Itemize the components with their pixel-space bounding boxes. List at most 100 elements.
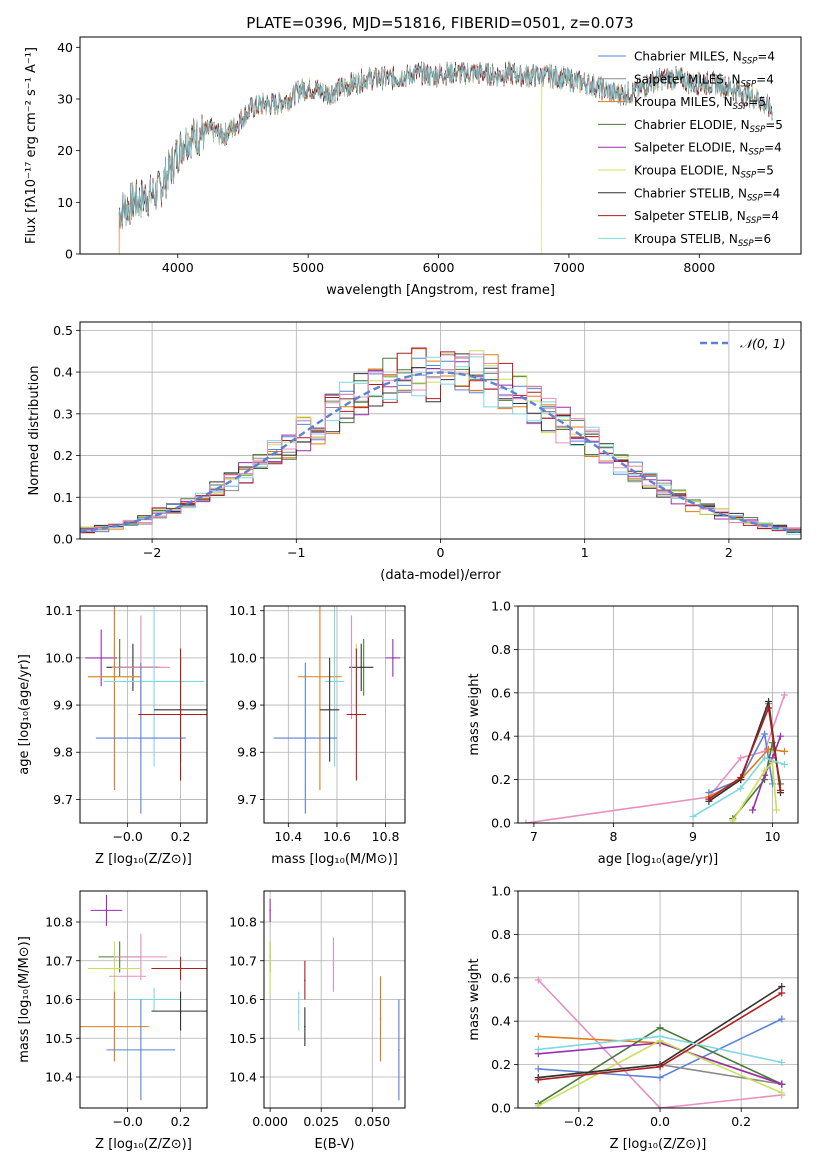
y-tick-label: 0.0 xyxy=(491,1101,511,1116)
mw-plus-marker xyxy=(656,1032,664,1040)
y-axis-label: Flux [fλ10⁻¹⁷ erg cm⁻² s⁻¹ A⁻¹] xyxy=(24,47,39,244)
errorbar-point-1 xyxy=(118,639,121,677)
legend-subscript: SSP xyxy=(741,171,757,181)
plot-area xyxy=(118,60,773,254)
legend-prefix: Kroupa STELIB, N xyxy=(634,232,738,246)
y-tick-label: 0.2 xyxy=(491,1057,511,1072)
legend-entry: Salpeter STELIB, NSSP=4 xyxy=(634,209,779,226)
mw-plus-marker xyxy=(689,812,697,820)
point-marker xyxy=(269,909,271,912)
mw-plus-marker xyxy=(737,773,745,781)
axes-mass-vs-Z: −0.0 0.2 10.4 10.5 10.6 10.7 10.8 Z [log₁₀(Z/Z⊙… xyxy=(17,890,208,1152)
x-tick-label: 10 xyxy=(765,829,781,844)
mw-plus-marker xyxy=(778,1015,786,1023)
y-tick-label: 1.0 xyxy=(491,884,511,899)
legend-prefix: Chabrier STELIB, N xyxy=(634,186,747,200)
x-tick-label: 2 xyxy=(725,545,733,560)
y-axis-label: mass weight xyxy=(467,673,482,755)
mw-plus-marker xyxy=(729,817,737,823)
x-tick-label: 5000 xyxy=(292,260,324,275)
point-marker xyxy=(140,1049,142,1051)
legend-prefix: Kroupa MILES, N xyxy=(634,95,733,109)
errorbar-point-9 xyxy=(106,999,176,1101)
point-marker xyxy=(113,967,116,970)
errorbar-point-8 xyxy=(398,999,400,1101)
mw-plus-marker xyxy=(765,697,773,705)
y-tick-label: 10.7 xyxy=(45,953,73,968)
point-marker xyxy=(304,979,306,981)
y-tick-label: 9.8 xyxy=(53,745,73,760)
errorbar-point-3 xyxy=(87,941,141,996)
x-axis-label: Z [log₁₀(Z/Z⊙)] xyxy=(95,1137,192,1152)
x-tick-label: 0.2 xyxy=(171,829,191,844)
x-tick-label: −0.2 xyxy=(564,1114,594,1129)
mw-series-chabrier-miles xyxy=(534,1015,786,1082)
x-tick-label: 0.2 xyxy=(731,1114,751,1129)
x-tick-label: 8000 xyxy=(683,260,715,275)
y-tick-label: 9.8 xyxy=(237,745,257,760)
mw-plus-marker xyxy=(737,754,745,762)
mw-plus-marker xyxy=(777,786,784,794)
mw-plus-marker xyxy=(780,747,788,755)
mw-plus-marker xyxy=(780,691,788,699)
legend-subscript: SSP xyxy=(741,79,757,89)
errorbar-point-5 xyxy=(109,975,147,978)
legend-subscript: SSP xyxy=(750,125,766,135)
y-axis-label: Normed distribution xyxy=(27,366,42,496)
errorbar-point-9 xyxy=(346,648,367,781)
mw-plus-marker xyxy=(656,1104,664,1108)
errorbar-point-0 xyxy=(385,639,401,677)
plot-area xyxy=(85,606,207,814)
axes-massweight-vs-age: 7 8 9 10 0.0 0.2 0.4 0.6 0.8 1.0 age [log₁₀(age/yr… xyxy=(467,599,799,867)
plot-area xyxy=(273,606,401,814)
point-marker xyxy=(398,1049,400,1051)
mw-plus-marker xyxy=(761,767,769,775)
mw-plus-marker xyxy=(765,704,773,712)
errorbar-point-2 xyxy=(114,933,168,981)
point-marker xyxy=(269,967,271,970)
errorbar-point-3 xyxy=(297,991,300,1031)
point-marker xyxy=(332,963,335,966)
x-tick-label: −2 xyxy=(143,545,161,560)
mw-series-salpeter-stelib xyxy=(705,704,784,803)
mw-series-salpeter-stelib xyxy=(534,989,786,1084)
y-tick-label: 0.2 xyxy=(53,448,73,463)
axes-spectrum: 4000 5000 6000 7000 8000 0 10 20 30 40 wavelength … xyxy=(24,36,802,298)
y-tick-label: 9.7 xyxy=(237,792,257,807)
point-marker xyxy=(350,666,353,669)
mw-plus-marker xyxy=(780,760,788,768)
legend-prefix: Salpeter MILES, N xyxy=(634,72,741,86)
point-marker xyxy=(153,680,155,683)
mw-plus-marker xyxy=(737,784,745,792)
legend-entry: Chabrier STELIB, NSSP=4 xyxy=(634,186,780,203)
mw-plus-marker xyxy=(534,1076,542,1084)
legend-suffix: =4 xyxy=(761,209,779,223)
axes-frame xyxy=(263,890,406,1109)
legend-subscript: SSP xyxy=(748,148,764,158)
errorbar-point-6 xyxy=(332,937,335,992)
errorbar-point-6 xyxy=(127,987,181,1012)
point-marker xyxy=(113,1025,116,1028)
y-tick-label: 10.4 xyxy=(45,1070,73,1085)
legend-prefix: Chabrier ELODIE, N xyxy=(634,118,750,132)
figure-title: PLATE=0396, MJD=51816, FIBERID=0501, z=0… xyxy=(246,14,633,32)
axes-age-vs-mass: 10.4 10.6 10.8 9.7 9.8 9.9 10.0 10.1 mass [log₁₀… xyxy=(229,603,406,867)
plot-area xyxy=(80,347,801,535)
legend-prefix: Salpeter ELODIE, N xyxy=(634,141,748,155)
legend-entry: Chabrier MILES, NSSP=4 xyxy=(634,50,775,67)
x-tick-label: 0.000 xyxy=(252,1114,288,1129)
y-tick-label: 0.6 xyxy=(491,685,511,700)
point-marker xyxy=(355,713,358,716)
x-tick-label: −1 xyxy=(287,545,305,560)
x-tick-label: 0.025 xyxy=(303,1114,339,1129)
legend-suffix: =6 xyxy=(754,232,772,246)
errorbar-point-7 xyxy=(95,662,186,814)
axes-frame xyxy=(79,605,208,824)
y-tick-label: 0.8 xyxy=(491,642,511,657)
point-marker xyxy=(304,1025,306,1028)
mw-line xyxy=(692,756,785,818)
point-marker xyxy=(113,675,116,678)
y-tick-label: 10.8 xyxy=(229,915,257,930)
mw-plus-marker xyxy=(534,1102,542,1108)
